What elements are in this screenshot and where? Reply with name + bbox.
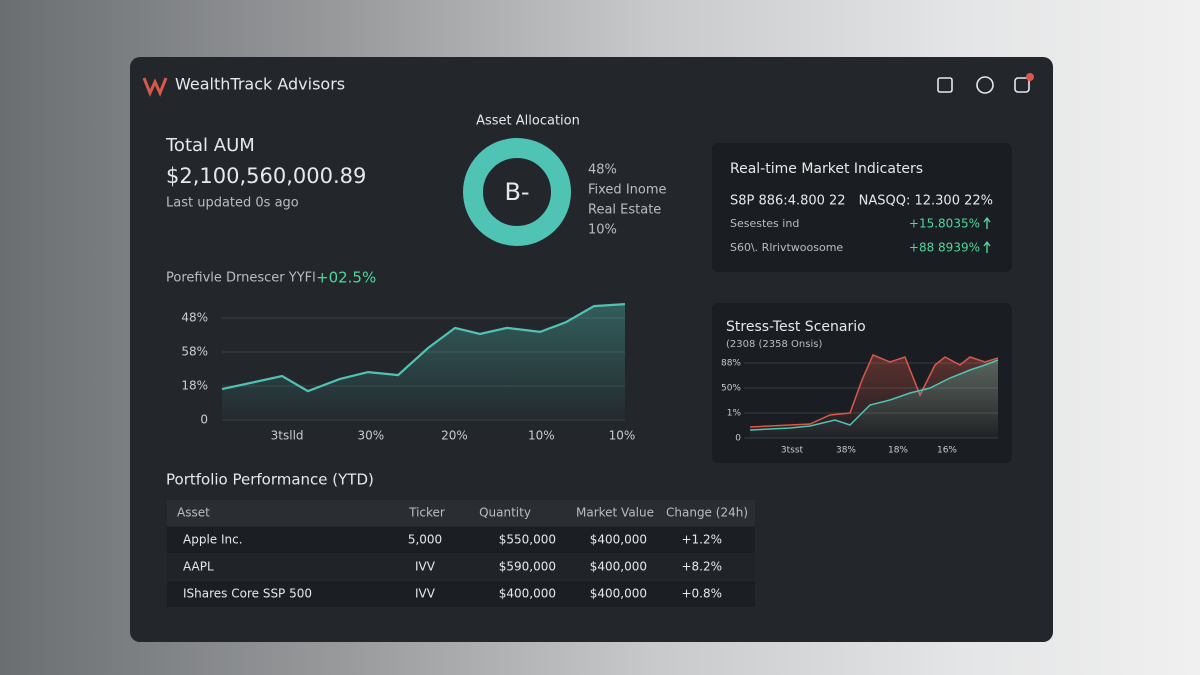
column-header: Market Value <box>576 506 654 520</box>
y-tick-label: 50% <box>721 384 741 394</box>
table-row <box>167 527 755 553</box>
table-cell: IShares Core SSP 500 <box>183 587 312 601</box>
table-cell: Apple Inc. <box>183 533 243 547</box>
area <box>222 304 625 420</box>
line <box>749 359 999 431</box>
y-tick-label: 58% <box>181 345 208 359</box>
x-tick-label: 18% <box>888 446 908 456</box>
table-cell: AAPL <box>183 560 214 574</box>
x-tick-label: 20% <box>441 429 468 443</box>
column-header: Quantity <box>479 506 531 520</box>
y-tick-label: 0 <box>735 434 741 444</box>
x-tick-label: 10% <box>528 429 555 443</box>
allocation-label: 10% <box>588 223 617 238</box>
market-cell: S60\. Rlrivtwoosome <box>730 241 843 254</box>
up-arrows <box>983 216 991 253</box>
market-card <box>712 143 1012 272</box>
badge <box>1026 73 1034 81</box>
x-tick-label: 10% <box>609 429 636 443</box>
donut-center: B- <box>504 178 529 206</box>
table-title: Portfolio Performance (YTD) <box>166 471 374 489</box>
table-cell: $590,000 <box>499 560 556 574</box>
column-header: Change (24h) <box>666 506 748 520</box>
line <box>221 303 626 393</box>
stress-subtitle: (2308 (2358 Onsis) <box>726 339 822 350</box>
table-cell: 5,000 <box>408 533 442 547</box>
table-header <box>167 500 755 526</box>
table-cell: $400,000 <box>590 587 647 601</box>
table-cell: IVV <box>415 560 436 574</box>
market-cell: +88 8939% <box>909 241 980 255</box>
line <box>749 354 999 428</box>
table-row <box>167 581 755 607</box>
y-tick-label: 0 <box>200 413 208 427</box>
table-cell: +8.2% <box>681 560 722 574</box>
x-tick-label: 3tsst <box>781 446 804 456</box>
donut <box>463 138 571 246</box>
allocation-label: 48% <box>588 163 617 178</box>
table-cell: $400,000 <box>590 533 647 547</box>
aum-title: Total AUM <box>165 135 255 156</box>
y-tick-label: 88% <box>721 359 741 369</box>
table-cell: $400,000 <box>590 560 647 574</box>
column-header: Asset <box>177 506 210 520</box>
table-row <box>167 554 755 580</box>
table-cell: $400,000 <box>499 587 556 601</box>
allocation-title: Asset Allocation <box>476 114 580 129</box>
brand: WealthTrack Advisors <box>175 75 345 94</box>
x-tick-label: 3tslld <box>271 429 304 443</box>
allocation-label: Real Estate <box>588 203 661 218</box>
y-tick-label: 18% <box>181 379 208 393</box>
table-cell: +1.2% <box>681 533 722 547</box>
table-cell: +0.8% <box>681 587 722 601</box>
market-cell: +15.8035% <box>909 217 980 231</box>
stress-title: Stress-Test Scenario <box>726 319 866 335</box>
market-cell: Sesestes ind <box>730 217 799 230</box>
y-tick-label: 48% <box>181 311 208 325</box>
market-title: Real-time Market Indicaters <box>730 161 923 177</box>
column-header: Ticker <box>408 506 445 520</box>
x-tick-label: 30% <box>357 429 384 443</box>
table-cell: IVV <box>415 587 436 601</box>
x-tick-label: 38% <box>836 446 856 456</box>
aum-value: $2,100,560,000.89 <box>166 164 366 188</box>
market-cell: S8P 886:4.800 22 <box>730 194 846 209</box>
market-cell: NASQQ: 12.300 22% <box>859 194 993 209</box>
logo <box>142 77 168 97</box>
x-tick-label: 16% <box>937 446 957 456</box>
header-icons[interactable] <box>937 76 1030 94</box>
aum-updated: Last updated 0s ago <box>166 196 299 211</box>
growth-title: Porefivle Drnescer YYFl <box>166 271 316 286</box>
growth-change: +02.5% <box>316 269 376 287</box>
area <box>750 360 998 438</box>
table-cell: $550,000 <box>499 533 556 547</box>
allocation-label: Fixed Inome <box>588 183 667 198</box>
y-tick-label: 1% <box>727 409 742 419</box>
